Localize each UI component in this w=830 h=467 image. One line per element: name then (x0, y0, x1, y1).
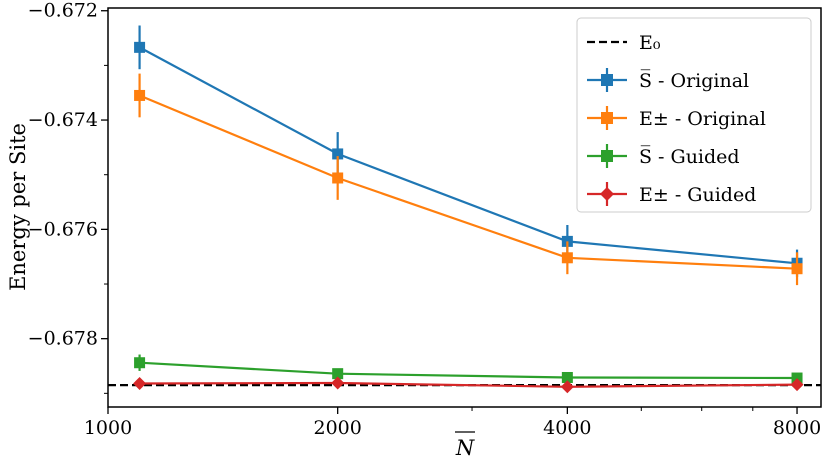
plot-area (108, 25, 821, 394)
series-3 (133, 376, 804, 394)
legend-swatch-marker-3 (601, 150, 613, 162)
y-tick-label-1: −0.674 (28, 109, 98, 131)
data-point-3-0 (133, 376, 147, 390)
data-point-3-2 (560, 380, 574, 394)
y-axis-label: Energy per Site (6, 123, 30, 291)
series-line-0 (139, 46, 798, 265)
legend-label-0: E₀ (639, 32, 661, 54)
legend-label-1: S̅ - Original (639, 70, 749, 92)
legend: E₀ S̅ - Original E± - Original S̅ - Guided E… (576, 17, 812, 213)
plot-content (108, 25, 821, 394)
data-point-2-3 (791, 372, 803, 384)
x-tick-label-3: 8000 (773, 417, 821, 439)
legend-swatch-marker-2 (601, 112, 613, 124)
x-tick-label-0: 1000 (84, 417, 132, 439)
series-2 (134, 354, 803, 384)
x-tick-label-1: 2000 (313, 417, 361, 439)
legend-label-4: E± - Guided (639, 184, 756, 206)
legend-box (576, 17, 812, 213)
y-tick-label-3: −0.678 (28, 328, 98, 350)
series-line-1 (139, 94, 798, 270)
legend-label-3: S̅ - Guided (639, 146, 740, 168)
legend-swatch-marker-4 (600, 187, 614, 201)
x-tick-label-2: 4000 (543, 417, 591, 439)
series-line-3 (139, 381, 798, 388)
data-point-0-1 (332, 148, 344, 160)
axes: −0.672 −0.674 −0.676 −0.678 1000 2000 4000 8000 (28, 0, 822, 439)
x-axis-label-text: N (455, 436, 475, 460)
legend-swatch-marker-1 (601, 74, 613, 86)
legend-label-2: E± - Original (639, 108, 766, 130)
data-point-0-0 (134, 41, 146, 53)
x-axis-label: N (455, 431, 475, 460)
y-tick-label-0: −0.672 (28, 0, 98, 22)
data-point-1-3 (791, 263, 803, 275)
data-point-1-1 (332, 172, 344, 184)
data-point-3-1 (331, 376, 345, 390)
data-point-2-2 (561, 371, 573, 383)
data-point-1-2 (561, 252, 573, 264)
plot-frame (107, 7, 822, 408)
series-1 (134, 73, 803, 286)
data-point-2-1 (332, 368, 344, 380)
y-tick-label-2: −0.676 (28, 218, 98, 240)
data-point-2-0 (134, 357, 146, 369)
data-point-1-0 (134, 89, 146, 101)
series-line-2 (139, 361, 798, 380)
data-point-3-3 (790, 378, 804, 392)
